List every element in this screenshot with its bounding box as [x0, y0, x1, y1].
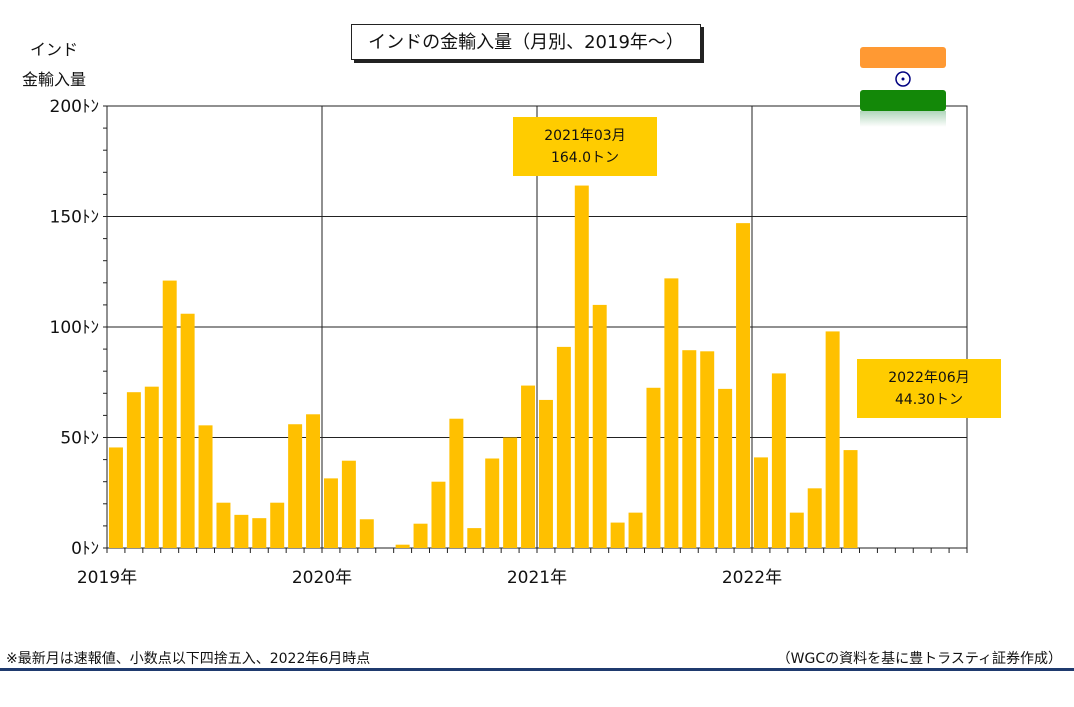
- bar: [306, 414, 321, 548]
- annotation-peak-value: 164.0トン: [550, 150, 620, 166]
- bar: [503, 437, 518, 548]
- bar: [449, 418, 464, 548]
- bar: [180, 313, 195, 548]
- y-axis-label-line2: 金輸入量: [21, 70, 86, 89]
- y-axis-label-line1: インド: [29, 40, 78, 59]
- annotation-latest: 2022年06月 44.30トン: [857, 359, 1001, 418]
- annotation-peak: 2021年03月 164.0トン: [513, 117, 657, 176]
- bar: [252, 518, 267, 548]
- bar: [144, 386, 159, 548]
- bar: [341, 460, 356, 548]
- bar: [736, 223, 751, 548]
- bar: [789, 512, 804, 548]
- bar: [556, 346, 571, 548]
- bar: [538, 399, 553, 548]
- y-tick-label: 100ﾄﾝ: [50, 318, 99, 338]
- bar: [807, 488, 822, 548]
- india-flag-icon: [860, 47, 946, 127]
- bar: [431, 481, 446, 548]
- y-tick-label: 0ﾄﾝ: [71, 539, 99, 559]
- bar: [323, 478, 338, 548]
- x-tick-label: 2022年: [722, 568, 782, 588]
- bar: [682, 350, 697, 548]
- bar: [126, 392, 141, 548]
- x-tick-label: 2020年: [292, 568, 352, 588]
- bar: [359, 519, 374, 548]
- footnote: ※最新月は速報値、小数点以下四捨五入、2022年6月時点: [6, 651, 371, 667]
- y-tick-label: 150ﾄﾝ: [50, 208, 99, 228]
- bar: [700, 351, 715, 548]
- x-tick-label: 2019年: [77, 568, 137, 588]
- bar: [270, 502, 285, 548]
- bar: [628, 512, 643, 548]
- bar: [485, 458, 500, 548]
- bar: [162, 280, 177, 548]
- source-note: （WGCの資料を基に豊トラスティ証券作成）: [776, 651, 1062, 667]
- bar: [664, 278, 679, 548]
- bar: [646, 387, 661, 548]
- bar: [718, 388, 733, 548]
- bar: [610, 522, 625, 548]
- bar: [234, 514, 249, 548]
- y-tick-label: 50ﾄﾝ: [60, 429, 99, 449]
- bar: [467, 528, 482, 548]
- chart-title: インドの金輸入量（月別、2019年～）: [351, 24, 701, 60]
- annotation-latest-date: 2022年06月: [888, 370, 970, 386]
- bar: [825, 331, 840, 548]
- y-tick-label: 200ﾄﾝ: [50, 97, 99, 117]
- bar: [288, 424, 303, 548]
- x-tick-label: 2021年: [507, 568, 567, 588]
- bar-chart: 0ﾄﾝ 50ﾄﾝ 100ﾄﾝ 150ﾄﾝ 200ﾄﾝ 2019年 2020年 2021年 202…: [50, 97, 968, 588]
- bar: [753, 457, 768, 548]
- annotation-peak-date: 2021年03月: [544, 128, 626, 144]
- bar: [843, 450, 858, 548]
- bar: [771, 373, 786, 548]
- bar: [413, 523, 428, 548]
- bar: [395, 544, 410, 548]
- bar: [574, 185, 589, 548]
- bar: [521, 385, 536, 548]
- bottom-rule: [0, 668, 1074, 671]
- bar: [108, 447, 123, 548]
- bar: [592, 304, 607, 548]
- annotation-latest-value: 44.30トン: [894, 392, 964, 408]
- bar: [216, 502, 231, 548]
- bar: [198, 425, 213, 548]
